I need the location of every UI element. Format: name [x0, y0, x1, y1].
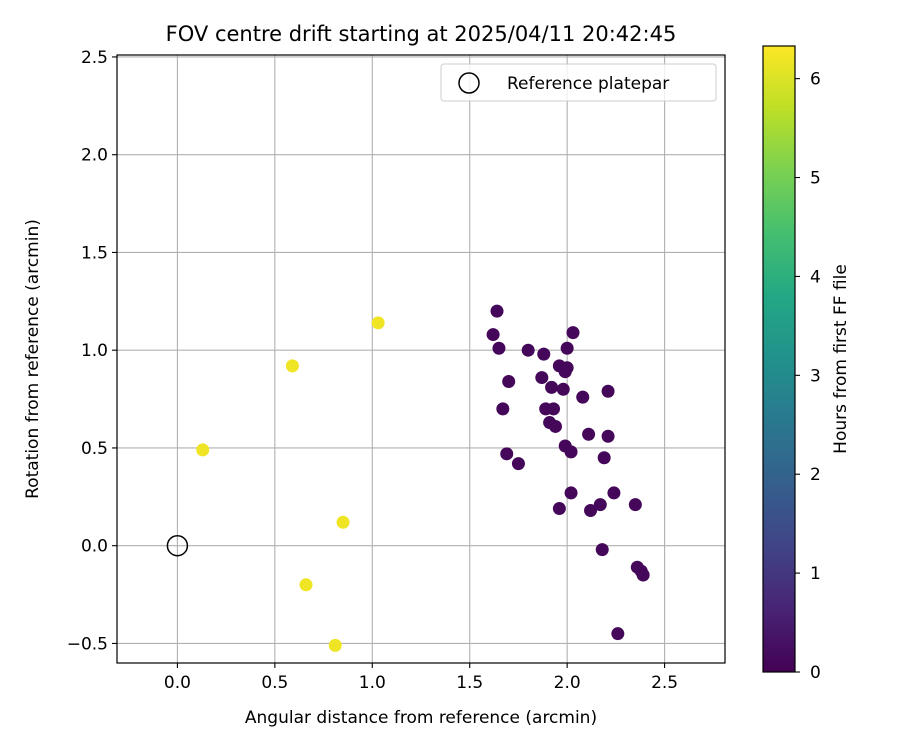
- colorbar-tick-label: 0: [810, 663, 821, 683]
- data-point: [196, 443, 210, 457]
- data-point: [535, 371, 549, 385]
- data-point: [576, 390, 590, 404]
- data-point: [560, 361, 574, 375]
- data-point: [502, 374, 516, 388]
- legend: Reference platepar: [440, 63, 717, 102]
- y-tick-label: 2.0: [81, 146, 108, 166]
- data-point: [285, 359, 299, 373]
- data-point: [545, 380, 559, 394]
- data-point: [611, 627, 625, 641]
- grid: [117, 55, 725, 663]
- colorbar-tick-label: 2: [810, 465, 821, 485]
- data-point: [496, 402, 510, 416]
- data-point: [556, 382, 570, 396]
- colorbar: 0 1 2 3 4 5 6 Hours from first FF file: [762, 45, 851, 683]
- data-point: [560, 341, 574, 355]
- data-point: [299, 578, 313, 592]
- data-point: [628, 498, 642, 512]
- y-axis-ticks: −0.5 0.0 0.5 1.0 1.5 2.0 2.5: [67, 48, 117, 654]
- data-point: [511, 457, 525, 471]
- data-point: [607, 486, 621, 500]
- data-point: [547, 402, 561, 416]
- data-point: [371, 316, 385, 330]
- y-tick-label: −0.5: [67, 634, 108, 654]
- colorbar-tick-label: 6: [810, 70, 821, 90]
- data-point: [548, 419, 562, 433]
- data-point: [328, 638, 342, 652]
- x-axis-ticks: 0.0 0.5 1.0 1.5 2.0 2.5: [164, 663, 678, 693]
- plot-frame: [116, 54, 726, 664]
- data-point: [601, 384, 615, 398]
- x-axis-label: Angular distance from reference (arcmin): [245, 708, 597, 728]
- data-point: [597, 451, 611, 465]
- x-tick-label: 1.5: [456, 673, 483, 693]
- x-tick-label: 2.0: [554, 673, 581, 693]
- data-point: [601, 429, 615, 443]
- legend-box: [440, 63, 717, 102]
- x-tick-label: 1.0: [359, 673, 386, 693]
- y-tick-label: 0.5: [81, 439, 108, 459]
- colorbar-tick-label: 3: [810, 366, 821, 386]
- points-layer: [196, 304, 650, 652]
- x-tick-label: 0.0: [164, 673, 191, 693]
- x-tick-label: 0.5: [261, 673, 288, 693]
- y-tick-label: 0.0: [81, 537, 108, 557]
- data-point: [490, 304, 504, 318]
- data-point: [595, 543, 609, 557]
- y-tick-label: 2.5: [81, 48, 108, 68]
- data-point: [636, 568, 650, 582]
- data-point: [486, 328, 500, 342]
- data-point: [584, 504, 598, 518]
- data-point: [564, 445, 578, 459]
- data-point: [582, 427, 596, 441]
- y-axis-label: Rotation from reference (arcmin): [23, 219, 43, 499]
- colorbar-frame: [762, 45, 796, 673]
- legend-label: Reference platepar: [507, 74, 669, 94]
- data-point: [552, 502, 566, 516]
- colorbar-tick-label: 4: [810, 267, 821, 287]
- colorbar-tick-label: 5: [810, 169, 821, 189]
- chart-title: FOV centre drift starting at 2025/04/11 …: [166, 22, 677, 46]
- colorbar-tick-label: 1: [810, 564, 821, 584]
- data-point: [537, 347, 551, 361]
- reference-platepar-marker: [166, 534, 189, 557]
- data-point: [492, 341, 506, 355]
- legend-marker-open-circle: [458, 72, 480, 94]
- x-tick-label: 2.5: [651, 673, 678, 693]
- data-point: [336, 515, 350, 529]
- colorbar-label: Hours from first FF file: [831, 264, 851, 454]
- data-point: [593, 498, 607, 512]
- data-point: [500, 447, 514, 461]
- plot-area: [117, 55, 725, 663]
- y-tick-label: 1.5: [81, 243, 108, 263]
- colorbar-ticks: 0 1 2 3 4 5 6: [795, 70, 821, 683]
- data-point: [564, 486, 578, 500]
- data-point: [521, 343, 535, 357]
- reference-marker-layer: [166, 534, 189, 557]
- colorbar-gradient: [763, 46, 795, 672]
- y-tick-label: 1.0: [81, 341, 108, 361]
- data-point: [566, 326, 580, 340]
